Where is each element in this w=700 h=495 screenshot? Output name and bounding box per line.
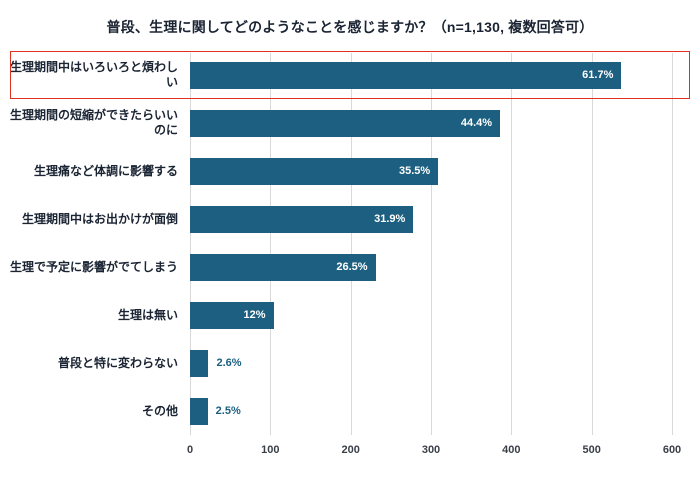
bar: 35.5% [190,157,439,185]
x-tick: 500 [582,444,601,456]
bar-value-label: 2.6% [216,357,242,369]
plot-area: 生理期間中はいろいろと煩わしい 61.7% 生理期間の短縮ができたらいいのに 4… [10,51,690,467]
bar-value-label: 31.9% [374,213,406,225]
chart-title: 普段、生理に関してどのようなことを感じますか？（n=1,130, 複数回答可） [106,19,594,35]
category-label: 生理期間中はお出かけが面倒 [21,211,178,226]
x-tick: 400 [502,444,521,456]
x-tick: 600 [662,444,682,456]
bar-value-label: 35.5% [399,165,431,177]
gridline [350,53,352,435]
bar-value-label: 12% [243,309,266,321]
category-label: 生理で予定に影響がでてしまう [10,259,179,274]
category-label: 生理痛など体調に影響する [33,163,178,178]
bar: 26.5% [190,253,376,281]
x-tick: 300 [421,444,441,456]
chart-row: 生理で予定に影響がでてしまう 26.5% [10,243,690,291]
x-tick: 0 [186,444,194,456]
chart-row: その他 2.5% [10,387,690,435]
bar: 2.5% [190,397,241,425]
chart-row: 生理は無い 12% [10,291,690,339]
plot-cell: 44.4% [190,99,672,147]
bar-value-label: 61.7% [582,69,614,81]
plot-cell: 12% [190,291,672,339]
bar-value-label: 2.5% [215,405,241,417]
category-label: 生理期間中はいろいろと煩わしい [10,60,179,89]
gridline [431,53,432,435]
plot-cell: 2.6% [190,339,672,387]
x-axis: 0 100 200 300 400 500 600 [186,435,681,467]
gridline [511,53,513,435]
bar: 31.9% [190,205,414,233]
chart-row: 生理期間中はいろいろと煩わしい 61.7% [10,51,690,99]
plot-cell: 26.5% [190,243,672,291]
bar: 2.6% [190,349,242,377]
x-tick: 100 [261,444,280,456]
gridline [672,53,673,435]
bar-value-label: 26.5% [336,261,368,273]
chart-row: 生理期間中はお出かけが面倒 31.9% [10,195,690,243]
chart-row: 生理期間の短縮ができたらいいのに 44.4% [10,99,690,147]
bar: 12% [190,301,274,329]
gridline [270,53,272,435]
gridlines [190,53,673,435]
category-label: 普段と特に変わらない [57,355,178,370]
bar-rows: 生理期間中はいろいろと煩わしい 61.7% 生理期間の短縮ができたらいいのに 4… [10,51,690,435]
bar: 61.7% [190,61,622,89]
bar: 44.4% [190,109,501,137]
plot-cell: 35.5% [190,147,672,195]
category-label: 生理期間の短縮ができたらいいのに [10,108,179,137]
plot-cell: 31.9% [190,195,672,243]
plot-cell: 61.7% [190,51,672,99]
chart-row: 生理痛など体調に影響する 35.5% [10,147,690,195]
category-label: 生理は無い [117,307,178,322]
plot-cell: 2.5% [190,387,672,435]
bar-value-label: 44.4% [460,117,493,129]
x-tick: 200 [341,444,360,456]
category-label: その他 [141,403,178,418]
gridline [190,53,191,435]
chart-row: 普段と特に変わらない 2.6% [10,339,690,387]
gridline [591,53,593,435]
